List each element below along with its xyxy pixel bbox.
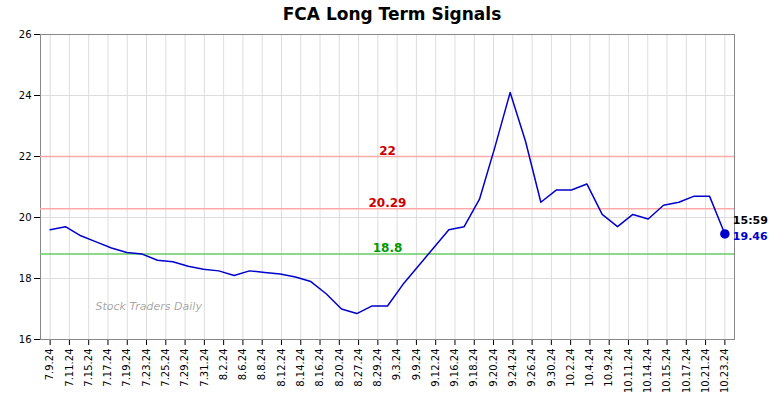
svg-text:8.6.24: 8.6.24 [237,349,248,381]
svg-text:15:59: 15:59 [733,213,768,226]
svg-text:20.29: 20.29 [369,196,407,210]
svg-text:10.17.24: 10.17.24 [681,349,692,394]
svg-text:10.4.24: 10.4.24 [584,349,595,387]
svg-text:10.11.24: 10.11.24 [623,349,634,394]
svg-text:7.11.24: 7.11.24 [64,349,75,387]
svg-text:20: 20 [19,212,32,223]
svg-text:8.16.24: 8.16.24 [314,349,325,387]
svg-text:18: 18 [19,273,32,284]
svg-text:7.17.24: 7.17.24 [102,349,113,387]
svg-text:8.8.24: 8.8.24 [256,349,267,381]
svg-text:7.31.24: 7.31.24 [199,349,210,387]
html-text:FCA Long Term Signals: FCA Long Term Signals [282,4,502,24]
svg-text:22: 22 [19,151,32,162]
svg-text:9.16.24: 9.16.24 [449,349,460,387]
svg-text:Stock Traders Daily: Stock Traders Daily [96,300,203,313]
svg-text:9.24.24: 9.24.24 [507,349,518,387]
svg-text:10.2.24: 10.2.24 [565,349,576,387]
svg-text:7.9.24: 7.9.24 [44,349,55,381]
svg-text:10.21.24: 10.21.24 [700,349,711,394]
svg-text:16: 16 [19,334,32,345]
svg-text:10.15.24: 10.15.24 [661,349,672,394]
svg-text:8.27.24: 8.27.24 [353,349,364,387]
svg-text:10.23.24: 10.23.24 [719,349,730,394]
svg-text:9.20.24: 9.20.24 [488,349,499,387]
svg-text:8.14.24: 8.14.24 [295,349,306,387]
svg-text:9.30.24: 9.30.24 [546,349,557,387]
svg-text:10.9.24: 10.9.24 [603,349,614,387]
svg-text:9.9.24: 9.9.24 [411,349,422,381]
svg-text:24: 24 [19,90,32,101]
svg-text:7.23.24: 7.23.24 [141,349,152,387]
svg-text:7.29.24: 7.29.24 [179,349,190,387]
svg-text:19.46: 19.46 [733,229,768,242]
svg-text:26: 26 [19,29,32,40]
svg-text:8.20.24: 8.20.24 [334,349,345,387]
svg-text:18.8: 18.8 [373,241,403,255]
svg-text:10.14.24: 10.14.24 [642,349,653,394]
svg-text:8.2.24: 8.2.24 [218,349,229,381]
svg-text:7.25.24: 7.25.24 [160,349,171,387]
svg-text:22: 22 [379,144,396,158]
svg-text:9.18.24: 9.18.24 [468,349,479,387]
svg-text:8.29.24: 8.29.24 [372,349,383,387]
svg-text:9.3.24: 9.3.24 [391,349,402,381]
svg-text:8.12.24: 8.12.24 [276,349,287,387]
svg-text:9.12.24: 9.12.24 [430,349,441,387]
svg-text:7.15.24: 7.15.24 [83,349,94,387]
svg-text:7.19.24: 7.19.24 [121,349,132,387]
svg-text:9.26.24: 9.26.24 [526,349,537,387]
